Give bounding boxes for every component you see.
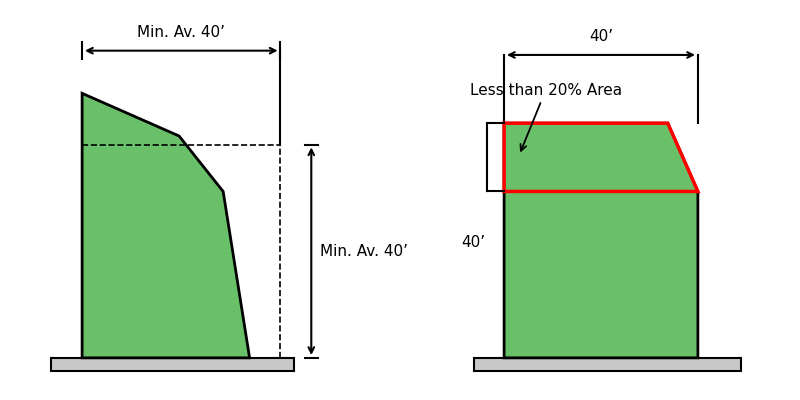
Text: 40’: 40’ xyxy=(461,235,485,250)
Text: Less than 20% Area: Less than 20% Area xyxy=(470,83,622,151)
Text: 40’: 40’ xyxy=(589,29,613,44)
Text: Min. Av. 40’: Min. Av. 40’ xyxy=(138,25,226,40)
Polygon shape xyxy=(504,123,698,192)
Text: Min. Av. 40’: Min. Av. 40’ xyxy=(320,244,408,259)
Polygon shape xyxy=(82,93,250,358)
Bar xyxy=(51,358,294,371)
Bar xyxy=(474,358,741,371)
Polygon shape xyxy=(504,123,698,358)
